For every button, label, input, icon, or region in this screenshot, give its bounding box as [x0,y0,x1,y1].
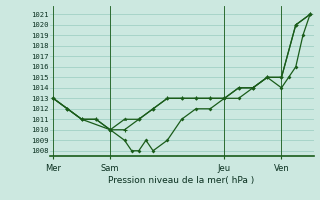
X-axis label: Pression niveau de la mer( hPa ): Pression niveau de la mer( hPa ) [108,176,255,185]
